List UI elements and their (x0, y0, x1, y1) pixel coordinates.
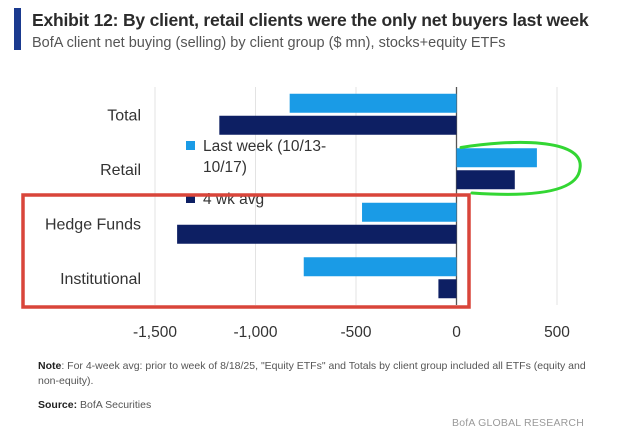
bar-last-week (362, 202, 457, 222)
x-tick-label: 500 (544, 324, 570, 341)
bar-last-week (303, 257, 457, 277)
source-text: BofA Securities (77, 399, 152, 411)
note-label: Note (38, 360, 62, 372)
footer-brand: BofA GLOBAL RESEARCH (452, 417, 584, 429)
highlight-bracket (459, 140, 582, 196)
chart-subtitle: BofA client net buying (selling) by clie… (32, 35, 506, 51)
legend-swatch (186, 194, 195, 203)
bar-4wk-avg (177, 224, 457, 244)
note-text: : For 4-week avg: prior to week of 8/18/… (38, 360, 586, 387)
category-label: Institutional (60, 271, 141, 288)
highlight-rectangle (21, 193, 471, 309)
x-tick-label: -1,500 (133, 324, 177, 341)
x-tick-label: -1,000 (234, 324, 278, 341)
category-label: Total (107, 107, 141, 124)
legend-label: 10/17) (203, 159, 247, 176)
category-label: Hedge Funds (45, 216, 141, 233)
bar-last-week (289, 93, 457, 113)
bar-4wk-avg (456, 170, 515, 190)
legend-swatch (186, 141, 195, 150)
bar-4wk-avg (438, 279, 457, 299)
chart-title: Exhibit 12: By client, retail clients we… (32, 10, 589, 30)
bar-4wk-avg (219, 115, 457, 135)
bar-last-week (456, 148, 537, 168)
source-label: Source: (38, 399, 78, 411)
chart-source: Source: BofA Securities (38, 399, 151, 411)
title-accent-bar (14, 8, 21, 50)
x-tick-label: -500 (340, 324, 371, 341)
legend-label: Last week (10/13- (203, 138, 326, 155)
category-label: Retail (100, 162, 141, 179)
chart-note: Note: For 4-week avg: prior to week of 8… (38, 359, 598, 389)
x-tick-label: 0 (452, 324, 461, 341)
